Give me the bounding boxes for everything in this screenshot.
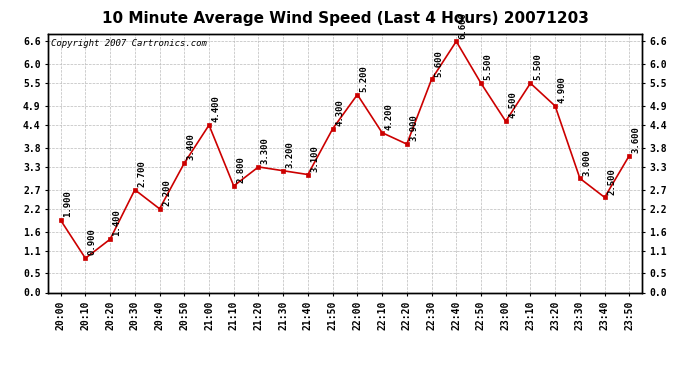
Text: 4.400: 4.400: [211, 95, 221, 122]
Text: 3.200: 3.200: [286, 141, 295, 168]
Text: 3.300: 3.300: [261, 137, 270, 164]
Text: 2.500: 2.500: [607, 168, 616, 195]
Text: 4.200: 4.200: [384, 103, 393, 130]
Text: 3.400: 3.400: [187, 134, 196, 160]
Text: 6.600: 6.600: [459, 12, 468, 39]
Text: 4.900: 4.900: [558, 76, 566, 103]
Text: 5.500: 5.500: [533, 54, 542, 81]
Text: 2.800: 2.800: [236, 156, 245, 183]
Text: Copyright 2007 Cartronics.com: Copyright 2007 Cartronics.com: [51, 39, 207, 48]
Text: 1.400: 1.400: [112, 210, 121, 237]
Text: 4.500: 4.500: [508, 92, 518, 118]
Text: 2.200: 2.200: [162, 179, 171, 206]
Text: 5.500: 5.500: [484, 54, 493, 81]
Text: 3.000: 3.000: [582, 149, 591, 176]
Text: 0.900: 0.900: [88, 229, 97, 255]
Text: 4.300: 4.300: [335, 99, 344, 126]
Text: 3.600: 3.600: [632, 126, 641, 153]
Text: 5.600: 5.600: [434, 50, 443, 76]
Text: 5.200: 5.200: [359, 65, 369, 92]
Text: 3.100: 3.100: [310, 145, 319, 172]
Text: 10 Minute Average Wind Speed (Last 4 Hours) 20071203: 10 Minute Average Wind Speed (Last 4 Hou…: [101, 11, 589, 26]
Text: 1.900: 1.900: [63, 190, 72, 217]
Text: 3.900: 3.900: [409, 114, 418, 141]
Text: 2.700: 2.700: [137, 160, 146, 187]
